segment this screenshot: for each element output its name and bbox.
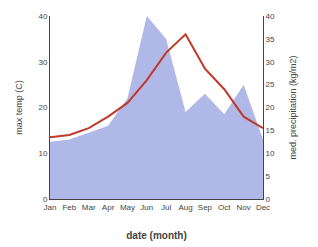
svg-text:Mar: Mar xyxy=(82,203,96,212)
svg-text:Aug: Aug xyxy=(178,203,192,212)
svg-text:40: 40 xyxy=(266,12,275,21)
svg-text:35: 35 xyxy=(266,35,275,44)
svg-text:Jan: Jan xyxy=(44,203,57,212)
svg-text:Jul: Jul xyxy=(161,203,171,212)
svg-text:20: 20 xyxy=(38,103,47,112)
svg-text:May: May xyxy=(120,203,135,212)
svg-text:Jun: Jun xyxy=(140,203,153,212)
svg-text:5: 5 xyxy=(266,172,271,181)
svg-text:30: 30 xyxy=(38,58,47,67)
svg-text:30: 30 xyxy=(266,58,275,67)
svg-text:max temp (C): max temp (C) xyxy=(14,80,24,135)
svg-text:25: 25 xyxy=(266,80,275,89)
svg-text:0: 0 xyxy=(266,195,271,204)
svg-text:med. precipitation (kg/m2): med. precipitation (kg/m2) xyxy=(288,55,298,159)
svg-text:Dec: Dec xyxy=(256,203,270,212)
svg-text:Sep: Sep xyxy=(198,203,213,212)
svg-text:10: 10 xyxy=(266,149,275,158)
svg-text:0: 0 xyxy=(43,195,48,204)
svg-text:10: 10 xyxy=(38,149,47,158)
svg-text:15: 15 xyxy=(266,126,275,135)
svg-text:Oct: Oct xyxy=(218,203,231,212)
svg-text:date (month): date (month) xyxy=(126,230,187,241)
svg-text:Apr: Apr xyxy=(102,203,115,212)
svg-text:40: 40 xyxy=(38,12,47,21)
svg-text:20: 20 xyxy=(266,103,275,112)
svg-text:Nov: Nov xyxy=(237,203,251,212)
svg-text:Feb: Feb xyxy=(62,203,76,212)
